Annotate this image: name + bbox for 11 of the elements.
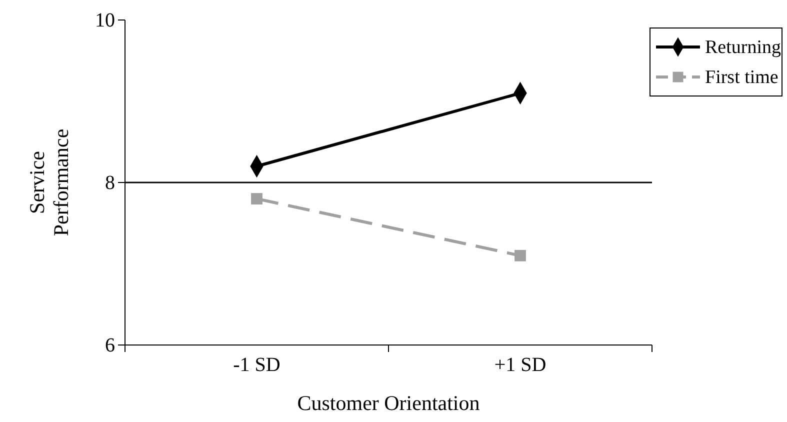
- x-tick-label: +1 SD: [494, 354, 546, 376]
- point: [514, 250, 526, 262]
- x-tick-label: -1 SD: [233, 354, 280, 376]
- point: [251, 193, 262, 204]
- y-tick-label: 10: [95, 9, 115, 32]
- y-tick-label: 8: [105, 172, 115, 194]
- x-axis-title: Customer Orientation: [297, 391, 480, 415]
- y-axis-title: Service Performance: [25, 128, 73, 236]
- y-tick-label: 6: [105, 334, 115, 356]
- legend-label: First time: [705, 67, 778, 88]
- legend-label: Returning: [705, 37, 782, 58]
